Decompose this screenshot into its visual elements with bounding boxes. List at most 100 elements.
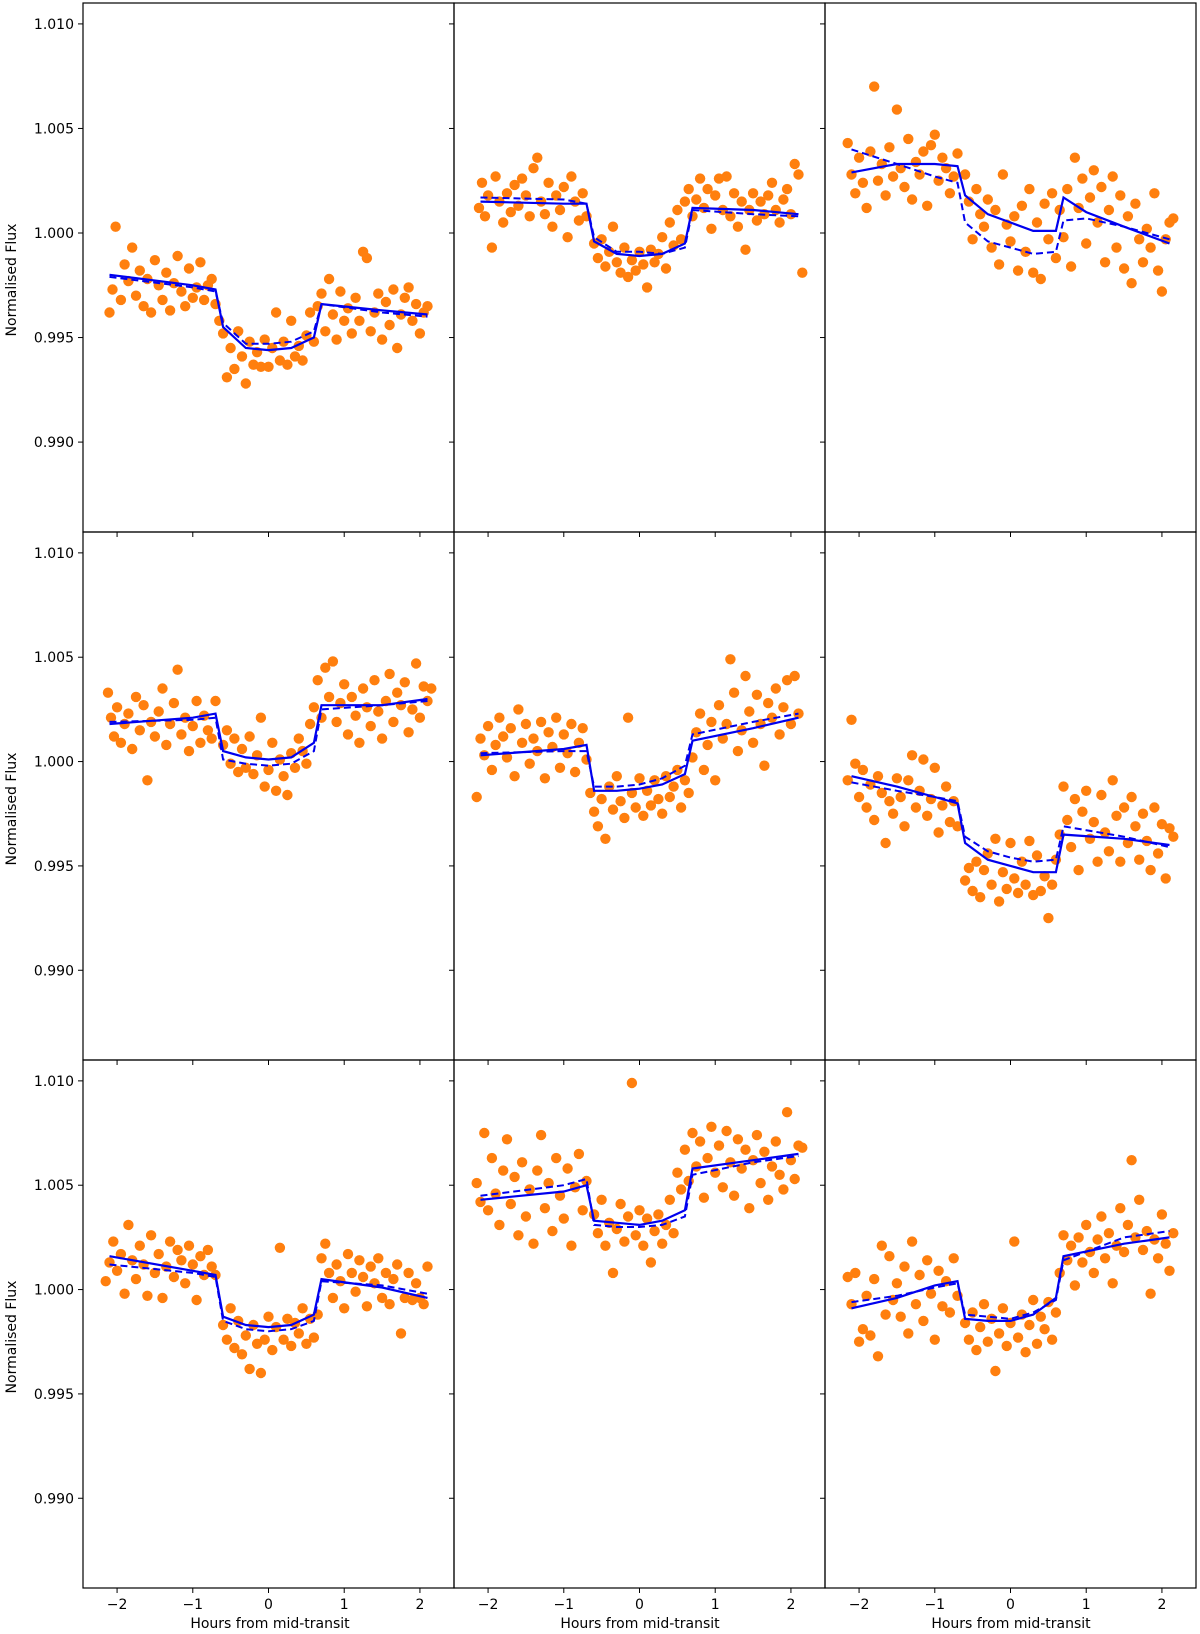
data-point xyxy=(1134,854,1145,865)
data-point xyxy=(138,301,149,312)
data-point xyxy=(732,745,744,757)
data-point xyxy=(482,190,494,201)
data-point xyxy=(880,837,891,849)
data-point xyxy=(229,1342,240,1354)
data-point xyxy=(607,1267,619,1279)
data-point xyxy=(422,1261,433,1272)
data-point xyxy=(1065,261,1077,272)
data-point xyxy=(725,654,736,665)
data-point xyxy=(1028,1294,1039,1306)
data-point xyxy=(134,725,145,736)
data-point xyxy=(683,787,694,799)
data-point xyxy=(732,1134,744,1145)
data-point xyxy=(350,710,361,721)
data-point xyxy=(1145,864,1156,876)
data-point xyxy=(240,762,251,773)
data-point xyxy=(664,1194,675,1206)
data-point xyxy=(183,1240,195,1251)
data-point xyxy=(1062,814,1073,826)
data-point xyxy=(759,760,770,771)
data-point xyxy=(157,683,168,694)
data-point xyxy=(350,292,361,303)
data-point xyxy=(797,267,808,278)
data-point xyxy=(1058,1230,1069,1241)
data-point xyxy=(498,731,509,742)
data-point xyxy=(744,1203,755,1214)
data-point xyxy=(1031,850,1043,861)
data-point xyxy=(1031,217,1043,228)
data-point xyxy=(891,773,903,784)
data-point xyxy=(611,1223,622,1235)
data-point xyxy=(172,250,183,262)
data-point xyxy=(354,1255,365,1266)
data-point xyxy=(471,791,482,803)
data-point xyxy=(327,309,339,320)
data-point xyxy=(221,725,233,736)
data-point xyxy=(111,1265,123,1277)
data-point xyxy=(918,146,929,157)
data-point xyxy=(354,737,365,748)
data-point xyxy=(778,702,789,713)
data-point xyxy=(282,789,293,801)
data-point xyxy=(539,1203,551,1214)
data-point xyxy=(206,273,217,285)
data-point xyxy=(1168,831,1179,842)
data-point xyxy=(384,1299,395,1310)
data-point xyxy=(1028,889,1039,901)
data-point xyxy=(482,1205,494,1216)
data-point xyxy=(687,1127,698,1139)
data-point xyxy=(1024,835,1035,847)
data-layer-r3c1 xyxy=(100,1219,433,1379)
model-dashed-line xyxy=(480,196,799,255)
data-point xyxy=(123,708,134,719)
data-point xyxy=(134,265,145,276)
data-point xyxy=(274,1242,286,1254)
data-point xyxy=(380,296,392,308)
data-point xyxy=(766,1161,778,1172)
x-tick-label: 1 xyxy=(1082,1597,1091,1613)
data-point xyxy=(142,775,153,786)
y-tick-label: 1.005 xyxy=(34,121,74,137)
data-point xyxy=(766,177,778,188)
data-point xyxy=(236,351,248,362)
data-point xyxy=(683,183,694,195)
data-point xyxy=(872,1351,884,1362)
data-point xyxy=(940,781,952,792)
data-point xyxy=(157,1292,168,1304)
data-point xyxy=(1031,1338,1043,1350)
data-point xyxy=(168,1271,180,1283)
data-point xyxy=(717,1182,728,1193)
data-point xyxy=(706,716,717,728)
data-point xyxy=(842,775,853,786)
data-point xyxy=(789,1173,800,1185)
data-point xyxy=(876,1240,887,1251)
data-point xyxy=(320,1238,331,1249)
data-point xyxy=(1016,200,1028,211)
data-point xyxy=(369,675,380,686)
data-point xyxy=(361,702,373,713)
data-point xyxy=(910,156,922,168)
data-point xyxy=(641,1213,653,1224)
data-point xyxy=(914,169,925,180)
data-point xyxy=(694,1136,706,1147)
data-point xyxy=(600,833,611,844)
data-point xyxy=(1107,171,1118,182)
data-point xyxy=(145,307,157,318)
data-point xyxy=(884,1251,895,1262)
data-point xyxy=(331,1259,342,1270)
data-point xyxy=(853,152,865,163)
y-tick-label: 1.005 xyxy=(34,1178,74,1194)
data-point xyxy=(259,334,270,345)
data-point xyxy=(1077,1257,1088,1268)
data-point xyxy=(516,173,528,184)
data-point xyxy=(414,328,426,339)
data-point xyxy=(638,810,649,821)
data-point xyxy=(509,179,520,191)
data-point xyxy=(978,221,990,232)
data-point xyxy=(115,737,127,748)
data-point xyxy=(505,723,516,734)
data-point xyxy=(551,1152,562,1164)
data-point xyxy=(1012,1332,1024,1343)
data-point xyxy=(1111,810,1122,821)
data-point xyxy=(293,1328,304,1339)
